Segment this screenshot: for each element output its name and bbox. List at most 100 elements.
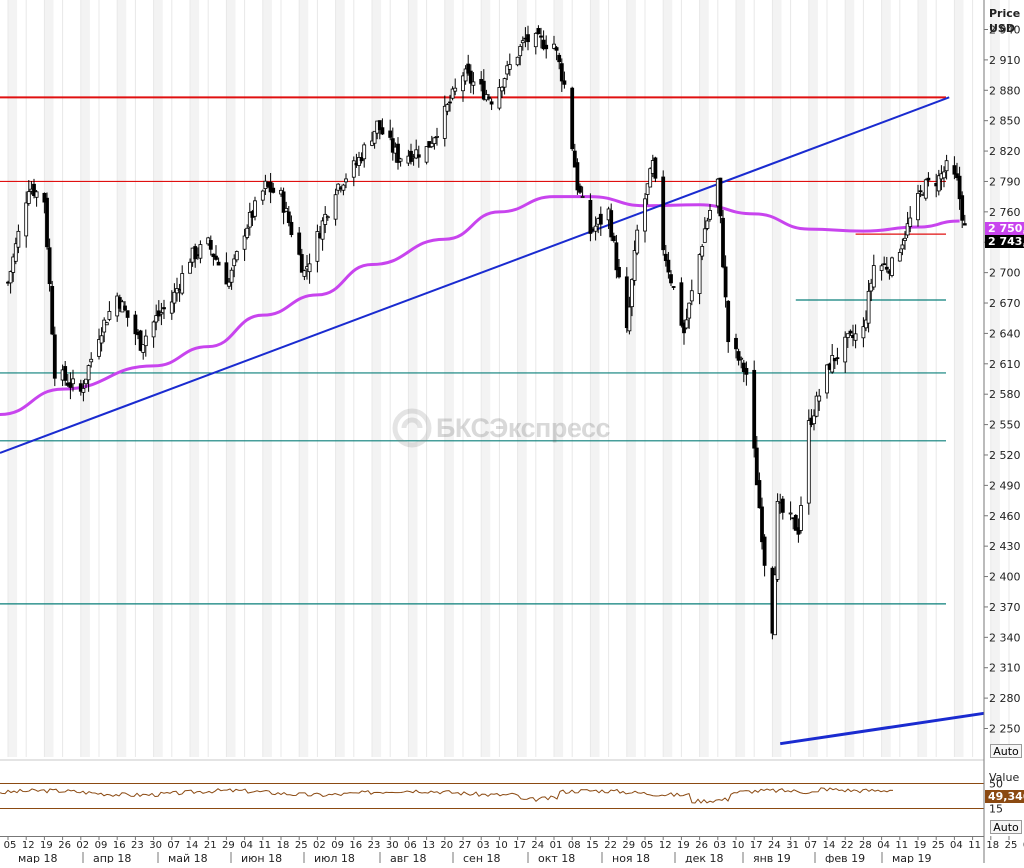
- time-tick-label: 19: [40, 840, 53, 851]
- candle-body: [572, 150, 577, 168]
- candle-body: [871, 265, 876, 288]
- candle-body: [788, 512, 793, 515]
- time-tick-label: 23: [368, 840, 381, 851]
- candle-body: [689, 290, 694, 302]
- time-tick-label: 03: [713, 840, 726, 851]
- candle-body: [624, 276, 629, 329]
- candle-body: [653, 157, 658, 179]
- candle-body: [960, 195, 965, 221]
- time-tick-label: 04: [240, 840, 253, 851]
- month-label: май 18: [168, 852, 208, 863]
- candle-body: [281, 191, 286, 213]
- candle-body: [154, 315, 159, 323]
- candle-body: [632, 250, 637, 281]
- grid-band: [44, 0, 54, 757]
- ma-line: [0, 195, 960, 416]
- price-tick-label: 2 790: [989, 175, 1021, 188]
- time-tick-label: 17: [750, 840, 763, 851]
- candle-body: [848, 330, 853, 334]
- candle-body: [588, 199, 593, 234]
- candle-body: [224, 262, 229, 285]
- price-tick-label: 2 880: [989, 84, 1021, 97]
- candle-body: [890, 257, 894, 276]
- logo-icon: [392, 408, 432, 448]
- candle-body: [736, 351, 741, 361]
- price-tick-label: 2 700: [989, 267, 1021, 280]
- candle-body: [562, 80, 567, 85]
- candle-body: [700, 246, 705, 257]
- candle-body: [734, 337, 738, 350]
- candle-body: [362, 144, 367, 160]
- candle-body: [502, 78, 507, 88]
- candle-body: [648, 168, 653, 188]
- candle-body: [536, 28, 541, 35]
- month-label: мар 18: [18, 852, 58, 863]
- time-tick-label: 07: [804, 840, 817, 851]
- grid-band: [990, 0, 1000, 757]
- candle-body: [726, 300, 731, 343]
- candle-body: [762, 536, 767, 566]
- candle-body: [435, 136, 439, 138]
- candle-body: [697, 254, 702, 294]
- candle-body: [45, 197, 49, 248]
- time-tick-label: 11: [968, 840, 981, 851]
- candle-body: [302, 270, 307, 277]
- candle-body: [162, 307, 166, 310]
- candle-body: [8, 271, 13, 284]
- candle-body: [702, 228, 707, 243]
- time-tick-label: 22: [604, 840, 617, 851]
- price-auto-button[interactable]: Auto: [990, 744, 1022, 758]
- candle-body: [744, 367, 749, 375]
- time-tick-label: 12: [22, 840, 35, 851]
- candle-body: [448, 101, 452, 104]
- candle-body: [866, 290, 871, 324]
- grid-band: [226, 0, 236, 757]
- candle-body: [775, 500, 780, 580]
- time-tick-label: 23: [131, 840, 144, 851]
- candle-body: [739, 357, 744, 360]
- candle-body: [333, 194, 338, 220]
- candle-body: [336, 183, 341, 191]
- candle-body: [429, 142, 434, 148]
- candle-body: [611, 235, 616, 242]
- candle-body: [208, 240, 213, 250]
- candle-body: [89, 358, 94, 363]
- time-tick-label: 06: [404, 840, 417, 851]
- candle-body: [99, 335, 104, 344]
- grid-band: [772, 0, 782, 757]
- time-tick-label: 05: [641, 840, 654, 851]
- watermark-text: БКСЭкспресс: [436, 412, 611, 443]
- candle-body: [344, 178, 348, 183]
- indicator-line: [0, 787, 894, 804]
- time-tick-label: 05: [4, 840, 17, 851]
- candle-body: [377, 120, 382, 131]
- grid: [7, 0, 1010, 757]
- time-tick-label: 26: [695, 840, 708, 851]
- candle-body: [138, 330, 143, 351]
- candle-body: [526, 34, 530, 43]
- grid-band: [845, 0, 855, 757]
- grid-band: [117, 0, 127, 757]
- time-tick-label: 29: [622, 840, 635, 851]
- candle-body: [214, 255, 218, 260]
- grid-band: [372, 0, 382, 757]
- time-tick-label: 30: [149, 840, 162, 851]
- month-label: ноя 18: [612, 852, 650, 863]
- price-tick-label: 2 340: [989, 631, 1021, 644]
- candle-body: [104, 322, 109, 326]
- indicator-auto-button[interactable]: Auto: [990, 820, 1022, 834]
- grid-band: [444, 0, 454, 757]
- candle-body: [461, 75, 465, 92]
- grid-band: [8, 0, 18, 757]
- price-tick-label: 2 760: [989, 206, 1021, 219]
- time-tick-label: 08: [568, 840, 581, 851]
- price-tick-label: 2 490: [989, 479, 1021, 492]
- candle-body: [679, 282, 684, 326]
- grid-band: [153, 0, 163, 757]
- time-tick-label: 27: [459, 840, 472, 851]
- candle-body: [414, 149, 419, 159]
- month-label: дек 18: [685, 852, 724, 863]
- candle-body: [942, 171, 946, 179]
- candle-body: [143, 335, 148, 347]
